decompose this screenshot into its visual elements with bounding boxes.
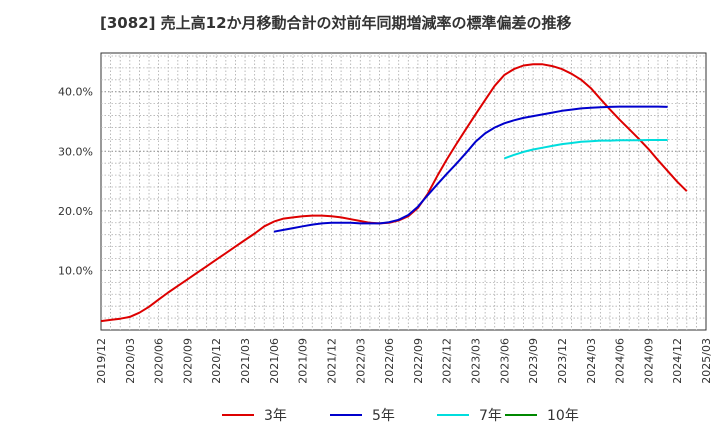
x-tick-label: 2020/09: [181, 338, 194, 384]
x-tick-label: 2024/12: [671, 338, 684, 384]
x-tick-label: 2024/09: [642, 338, 655, 384]
x-tick-label: 2021/06: [268, 338, 281, 384]
x-tick-label: 2025/03: [700, 338, 713, 384]
legend-label: 5年: [372, 408, 395, 424]
x-tick-label: 2021/03: [239, 338, 252, 384]
legend: 3年 5年 7年 10年: [222, 408, 579, 424]
x-tick-label: 2023/09: [527, 338, 540, 384]
y-tick-label: 40.0%: [58, 86, 93, 99]
x-tick-label: 2024/03: [585, 338, 598, 384]
x-tick-label: 2022/09: [412, 338, 425, 384]
y-tick-label: 20.0%: [58, 205, 93, 218]
series-line-7年: [503, 139, 668, 160]
legend-label: 10年: [547, 408, 579, 424]
x-tick-label: 2023/06: [498, 338, 511, 384]
legend-label: 3年: [264, 408, 287, 424]
x-tick-label: 2021/12: [325, 338, 338, 384]
x-tick-label: 2023/03: [470, 338, 483, 384]
x-tick-label: 2023/12: [556, 338, 569, 384]
x-tick-label: 2022/06: [383, 338, 396, 384]
y-tick-label: 10.0%: [58, 264, 93, 277]
y-tick-label: 30.0%: [58, 145, 93, 158]
x-tick-label: 2020/06: [153, 338, 166, 384]
plot-background: [100, 52, 707, 331]
legend-label: 7年: [479, 408, 502, 424]
x-tick-label: 2021/09: [297, 338, 310, 384]
x-tick-label: 2022/03: [354, 338, 367, 384]
x-tick-label: 2024/06: [614, 338, 627, 384]
grid: [101, 53, 706, 330]
x-tick-label: 2019/12: [95, 338, 108, 384]
y-axis-ticks: 10.0% 20.0% 30.0% 40.0%: [58, 86, 93, 278]
x-tick-label: 2020/03: [124, 338, 137, 384]
x-tick-label: 2022/12: [441, 338, 454, 384]
x-axis-ticks: 2019/12 2020/03 2020/06 2020/09 2020/12 2021/…: [95, 338, 713, 384]
series-line-5年: [273, 105, 668, 233]
series-lines: [100, 63, 688, 323]
x-tick-label: 2020/12: [210, 338, 223, 384]
chart-title: [3082] 売上高12か月移動合計の対前年同期増減率の標準偏差の推移: [100, 14, 572, 32]
